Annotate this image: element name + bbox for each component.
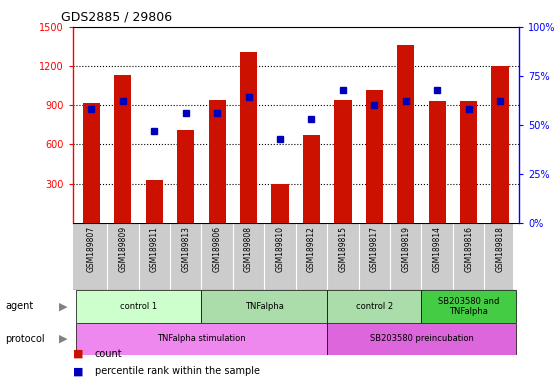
Bar — [460, 101, 477, 223]
Text: control 2: control 2 — [356, 302, 393, 311]
Text: GSM189807: GSM189807 — [87, 226, 96, 272]
Bar — [114, 75, 132, 223]
Text: GSM189815: GSM189815 — [338, 226, 348, 272]
Bar — [397, 45, 415, 223]
Text: GSM189812: GSM189812 — [307, 226, 316, 272]
Text: GDS2885 / 29806: GDS2885 / 29806 — [61, 10, 172, 23]
Bar — [177, 130, 194, 223]
Text: percentile rank within the sample: percentile rank within the sample — [95, 366, 260, 376]
Text: ■: ■ — [73, 366, 83, 376]
Text: GSM189817: GSM189817 — [370, 226, 379, 272]
Text: TNFalpha stimulation: TNFalpha stimulation — [157, 334, 246, 343]
Bar — [209, 100, 226, 223]
Text: GSM189809: GSM189809 — [118, 226, 127, 272]
Bar — [76, 290, 201, 323]
Bar — [146, 180, 163, 223]
Bar — [303, 135, 320, 223]
Bar — [327, 323, 516, 355]
Bar — [327, 290, 421, 323]
Bar — [76, 323, 327, 355]
Bar — [334, 100, 352, 223]
Text: GSM189811: GSM189811 — [150, 226, 159, 272]
Text: SB203580 and
TNFalpha: SB203580 and TNFalpha — [438, 296, 499, 316]
Text: ■: ■ — [73, 349, 83, 359]
Text: TNFalpha: TNFalpha — [245, 302, 283, 311]
Text: protocol: protocol — [6, 334, 45, 344]
Bar — [365, 89, 383, 223]
Text: ▶: ▶ — [59, 301, 67, 311]
Text: ▶: ▶ — [59, 334, 67, 344]
Text: GSM189806: GSM189806 — [213, 226, 222, 272]
Text: GSM189810: GSM189810 — [276, 226, 285, 272]
Bar — [240, 52, 257, 223]
Text: GSM189818: GSM189818 — [496, 226, 504, 272]
Text: GSM189813: GSM189813 — [181, 226, 190, 272]
Text: control 1: control 1 — [120, 302, 157, 311]
Bar — [201, 290, 327, 323]
Bar — [492, 66, 509, 223]
Text: agent: agent — [6, 301, 34, 311]
Bar — [421, 290, 516, 323]
Text: GSM189819: GSM189819 — [401, 226, 410, 272]
Bar — [429, 101, 446, 223]
Text: SB203580 preincubation: SB203580 preincubation — [369, 334, 473, 343]
Bar — [271, 184, 288, 223]
Text: GSM189816: GSM189816 — [464, 226, 473, 272]
Bar — [83, 103, 100, 223]
Text: GSM189808: GSM189808 — [244, 226, 253, 272]
Text: count: count — [95, 349, 123, 359]
Text: GSM189814: GSM189814 — [432, 226, 442, 272]
